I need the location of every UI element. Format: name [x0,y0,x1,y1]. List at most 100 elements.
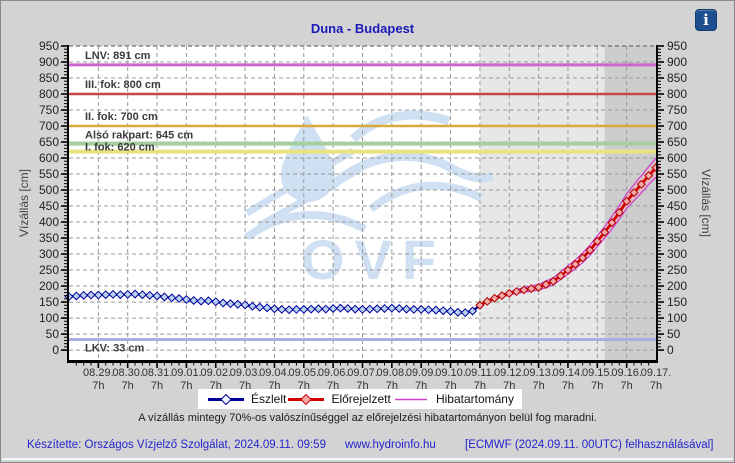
y-tick-label-left: 500 [39,183,59,197]
x-tick-label: 09.09. [406,367,437,379]
footer: Készítette: Országos Vízjelző Szolgálat,… [1,439,734,455]
reference-lines: LNV: 891 cm III. fok: 800 cm II. fok: 700 … [69,50,656,355]
y-tick-label-right: 850 [667,71,687,85]
reference-line-label: LNV: 891 cm [85,50,151,62]
y-axis-title-right: Vízállás [cm] [699,169,713,237]
y-tick-label-right: 200 [667,279,687,293]
observed-line-sample [208,393,244,405]
x-tick-label: 09.14. [553,367,584,379]
info-icon-glyph: i [703,11,709,29]
wave-icon [327,151,495,191]
y-tick-label-left: 300 [39,247,59,261]
y-tick-label-left: 50 [46,327,60,341]
observed-markers [64,289,485,318]
y-tick-label-right: 700 [667,119,687,133]
x-tick-label: 09.01. [171,367,202,379]
y-tick-label-left: 750 [39,103,59,117]
x-tick-label: 09.10. [435,367,466,379]
y-tick-label-left: 600 [39,151,59,165]
axes [61,45,664,368]
y-tick-label-left: 250 [39,263,59,277]
y-tick-label-left: 0 [52,343,59,357]
x-tick-sublabel: 7h [621,380,633,392]
y-tick-label-right: 250 [667,263,687,277]
y-tick-label-right: 800 [667,87,687,101]
legend-item-forecast: Előrejelzett [286,392,391,406]
x-tick-sublabel: 7h [180,380,192,392]
x-tick-label: 09.12. [494,367,525,379]
watermark-text: OVF [301,228,446,291]
x-tick-label: 09.16. [611,367,642,379]
reference-line-label: II. fok: 700 cm [85,111,158,123]
forecast-markers [475,163,661,310]
x-tick-sublabel: 7h [151,380,163,392]
x-tick-sublabel: 7h [92,380,104,392]
y-tick-label-left: 550 [39,167,59,181]
y-tick-label-right: 50 [667,327,681,341]
x-tick-label: 09.11. [465,367,495,379]
y-tick-label-right: 900 [667,55,687,69]
y-tick-label-left: 950 [39,39,59,53]
footer-credit: Készítette: Országos Vízjelző Szolgálat,… [27,439,326,451]
x-tick-label: 09.06. [318,367,349,379]
y-tick-label-right: 500 [667,183,687,197]
legend-item-observed: Észlelt [206,392,286,406]
reference-line-label: I. fok: 620 cm [85,142,155,154]
wave-icon [368,181,483,213]
probability-note: A vízállás mintegy 70%-os valószínűségge… [138,412,597,424]
x-tick-sublabel: 7h [122,380,134,392]
water-level-chart: OVF LNV: 891 cm III. fok: 800 cm II. fok: … [17,39,713,392]
y-tick-label-left: 450 [39,199,59,213]
y-tick-label-left: 700 [39,119,59,133]
x-tick-label: 08.31. [142,367,173,379]
footer-model-info: [ECMWF (2024.09.11. 00UTC) felhasználásá… [465,439,714,451]
y-tick-label-right: 100 [667,311,687,325]
plot-content: LNV: 891 cm III. fok: 800 cm II. fok: 700 … [17,39,713,392]
info-icon[interactable]: i [695,9,717,31]
x-tick-label: 09.07. [347,367,378,379]
forecast-shading [604,46,656,360]
x-tick-label: 09.02. [200,367,231,379]
legend-label-forecast: Előrejelzett [331,392,391,406]
y-tick-label-left: 150 [39,295,59,309]
wave-icon [244,211,367,241]
x-tick-label: 09.15. [582,367,613,379]
x-tick-label: 09.05. [289,367,320,379]
wave-icon [349,110,451,143]
y-tick-label-left: 800 [39,87,59,101]
errorband-line-sample [394,398,427,400]
y-tick-label-right: 600 [667,151,687,165]
footer-site-link[interactable]: www.hydroinfo.hu [345,439,436,451]
reference-line-label: LKV: 33 cm [85,343,145,355]
x-tick-sublabel: 7h [532,380,544,392]
x-tick-label: 08.30. [112,367,143,379]
x-tick-sublabel: 7h [591,380,603,392]
chart-legend: Észlelt Előrejelzett Hibatartomány [198,389,522,409]
y-tick-label-right: 300 [667,247,687,261]
page-title: Duna - Budapest [310,21,415,36]
y-tick-label-right: 750 [667,103,687,117]
y-tick-label-right: 150 [667,295,687,309]
x-tick-label: 09.13. [523,367,554,379]
x-tick-label: 09.17. [641,367,672,379]
y-tick-label-right: 450 [667,199,687,213]
y-tick-label-left: 900 [39,55,59,69]
y-tick-label-left: 200 [39,279,59,293]
y-tick-label-left: 350 [39,231,59,245]
y-tick-label-left: 400 [39,215,59,229]
drop-swoosh [245,147,355,216]
legend-item-errorband: Hibatartomány [391,392,514,406]
x-tick-sublabel: 7h [562,380,574,392]
x-tick-label: 08.29. [83,367,114,379]
y-axis-title-left: Vízállás [cm] [17,169,31,237]
x-tick-label: 09.03. [230,367,261,379]
reference-line-label: III. fok: 800 cm [85,79,161,91]
y-tick-label-left: 100 [39,311,59,325]
legend-label-errorband: Hibatartomány [435,392,514,406]
y-tick-label-left: 850 [39,71,59,85]
x-tick-label: 09.04. [259,367,290,379]
y-tick-label-right: 550 [667,167,687,181]
legend-label-observed: Észlelt [251,392,287,406]
forecast-line-sample [288,393,325,405]
